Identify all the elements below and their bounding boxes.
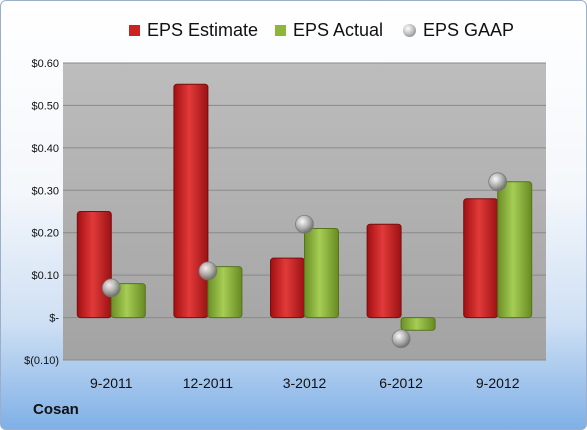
legend-label: EPS Estimate <box>147 19 259 40</box>
bar-eps-estimate <box>366 223 402 319</box>
marker-eps-gaap <box>101 278 121 298</box>
legend: EPS Estimate EPS Actual EPS GAAP <box>1 15 586 45</box>
bar-eps-actual <box>207 266 243 319</box>
bar-eps-estimate <box>173 83 209 319</box>
marker-eps-gaap <box>198 261 218 281</box>
y-tick-label: $0.50 <box>31 100 59 112</box>
y-tick-label: $0.60 <box>31 58 59 70</box>
x-category-label: 6-2012 <box>379 375 423 391</box>
x-category-label: 3-2012 <box>283 375 327 391</box>
bar-eps-estimate <box>76 211 112 319</box>
y-tick-label: $0.20 <box>31 228 59 240</box>
legend-swatch <box>129 24 140 36</box>
legend-swatch <box>403 23 416 37</box>
bar-eps-estimate <box>270 257 305 319</box>
legend-label: EPS Actual <box>293 19 384 40</box>
bar-eps-actual <box>110 283 146 319</box>
y-tick-label: $0.10 <box>31 270 59 282</box>
x-category-label: 9-2011 <box>90 375 133 391</box>
x-category-label: 12-2011 <box>183 375 234 391</box>
legend-item: EPS Actual <box>275 15 383 45</box>
company-label: Cosan <box>33 401 79 418</box>
legend-label: EPS GAAP <box>423 19 515 40</box>
bar-eps-actual <box>304 227 339 319</box>
legend-item: EPS GAAP <box>403 15 514 45</box>
legend-item: EPS Estimate <box>129 15 258 45</box>
bar-eps-actual <box>400 317 436 331</box>
x-category-label: 9-2012 <box>476 375 520 391</box>
y-tick-label: $0.40 <box>31 143 59 155</box>
marker-eps-gaap <box>295 214 314 234</box>
y-tick-label: $- <box>49 313 59 325</box>
marker-eps-gaap <box>488 172 508 192</box>
y-tick-label: $0.30 <box>31 185 59 197</box>
bar-eps-actual <box>497 181 533 319</box>
legend-swatch <box>275 24 286 36</box>
marker-eps-gaap <box>391 329 411 349</box>
bar-eps-estimate <box>463 198 499 319</box>
y-tick-label: $(0.10) <box>24 355 59 367</box>
